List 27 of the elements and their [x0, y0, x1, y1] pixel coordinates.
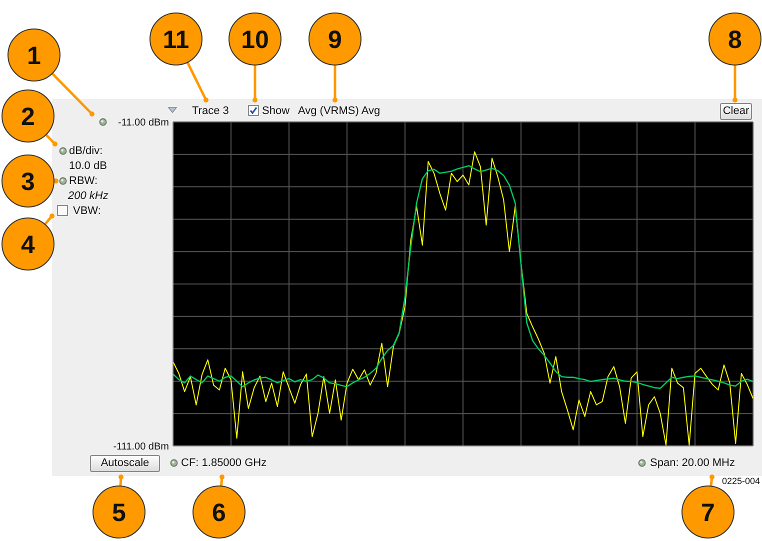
text: 10 [241, 26, 269, 54]
text: Show [262, 105, 290, 118]
text: 4 [21, 231, 36, 259]
text: 6 [212, 499, 226, 527]
text: 5 [112, 499, 126, 527]
button: Autoscale [90, 455, 160, 472]
text: 9 [328, 26, 342, 54]
text: Span: 20.00 MHz [650, 457, 735, 470]
text: dB/div: [69, 145, 103, 158]
text: 3 [21, 168, 35, 196]
button: Clear [720, 103, 752, 120]
text: 200 kHz [68, 190, 108, 203]
text: 11 [162, 26, 190, 54]
line-series [172, 165, 754, 389]
y-tick-label: -111.00 dBm [113, 442, 169, 453]
text: CF: 1.85000 GHz [181, 457, 267, 470]
text: Trace 3 [192, 105, 229, 118]
text: 8 [728, 26, 742, 54]
text: 7 [701, 499, 715, 527]
text: 0225-004 [722, 476, 760, 487]
text: VBW: [73, 205, 101, 218]
text: RBW: [69, 175, 98, 188]
text: 2 [21, 103, 35, 131]
y-tick-label: -11.00 dBm [118, 118, 169, 129]
text: Avg (VRMS) Avg [298, 105, 380, 118]
text: 1 [27, 42, 42, 70]
text: 10.0 dB [69, 160, 107, 173]
